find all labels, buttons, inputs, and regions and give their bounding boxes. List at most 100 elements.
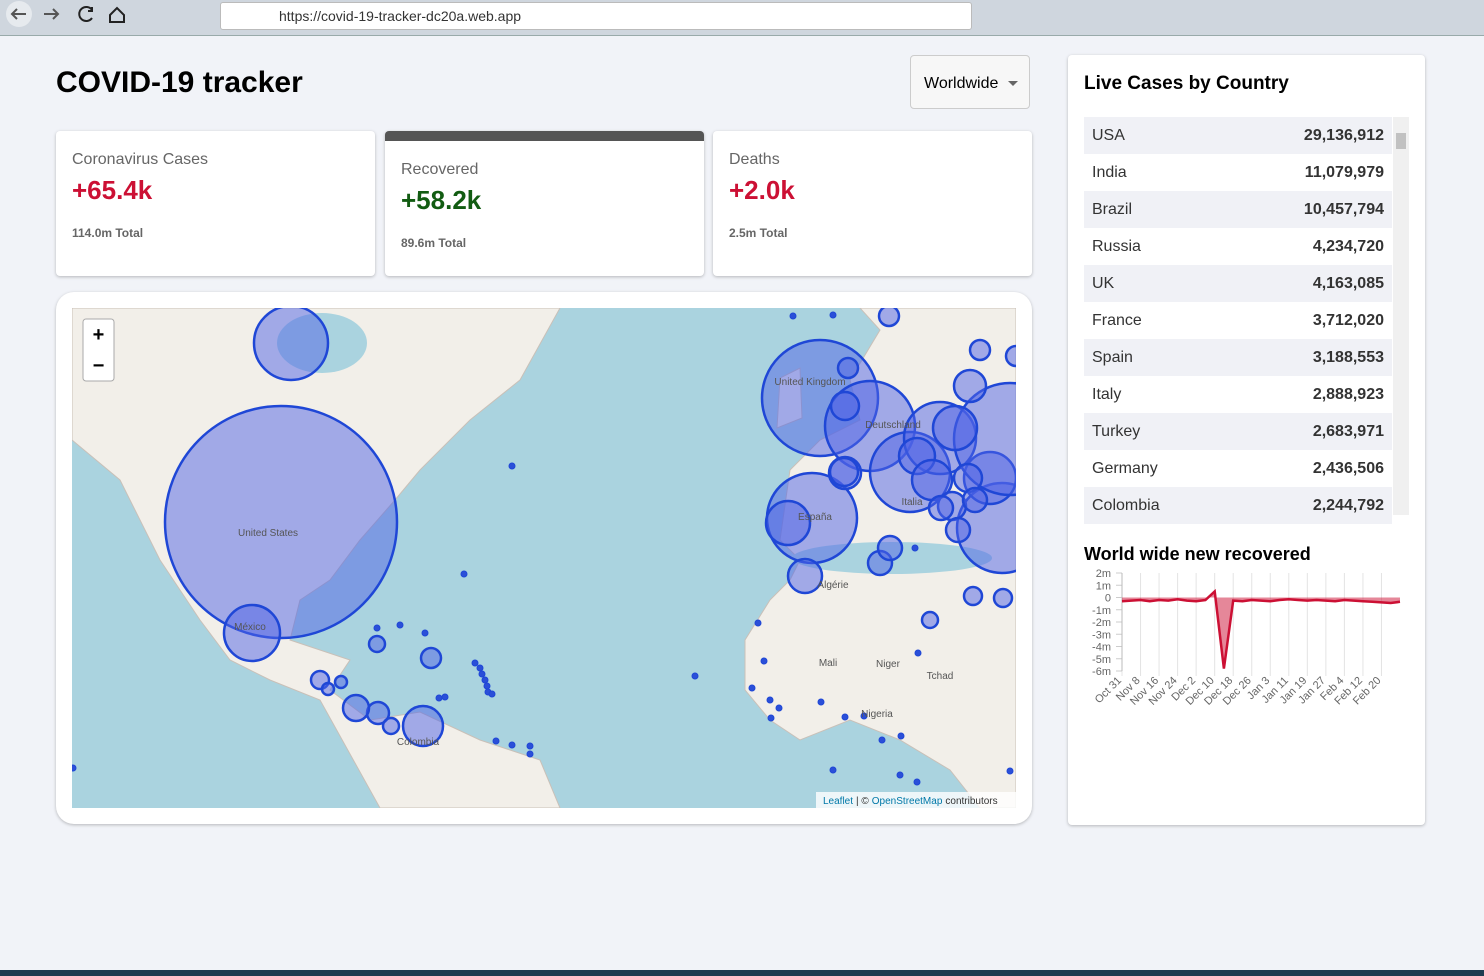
y-tick-label: 0	[1105, 593, 1111, 605]
country-cases: 11,079,979	[1304, 164, 1384, 181]
table-row: Italy 2,888,923	[1084, 376, 1392, 413]
map-label: España	[798, 512, 832, 523]
table-row: UK 4,163,085	[1084, 265, 1392, 302]
y-tick-label: -3m	[1092, 629, 1111, 641]
map-dot	[435, 694, 443, 702]
map-circle	[764, 499, 812, 547]
map-dot	[860, 712, 868, 720]
home-button[interactable]	[109, 6, 125, 23]
map-circle	[381, 716, 401, 736]
map-dot	[817, 698, 825, 706]
scrollbar[interactable]	[1393, 117, 1409, 515]
country-name: Russia	[1092, 238, 1141, 255]
map-circle	[920, 610, 940, 630]
map-circle	[222, 603, 282, 663]
info-box[interactable]	[385, 131, 704, 276]
map-circle	[252, 308, 330, 382]
country-dropdown[interactable]: Worldwide	[910, 55, 1030, 109]
url-bar[interactable]: https://covid-19-tracker-dc20a.web.app	[220, 2, 972, 30]
map-label: Italia	[901, 497, 923, 508]
map-dot	[911, 544, 919, 552]
map-dot	[483, 682, 491, 690]
map-dot	[878, 736, 886, 744]
country-name: UK	[1092, 275, 1115, 292]
zoom-out[interactable]: −	[93, 355, 105, 377]
map-circle	[1004, 344, 1016, 368]
info-box-cases: +2.0k	[729, 175, 795, 205]
info-box[interactable]	[713, 131, 1032, 276]
map-dot	[914, 649, 922, 657]
map-circle	[341, 693, 371, 723]
y-tick-label: 2m	[1096, 568, 1111, 580]
country-name: Italy	[1092, 386, 1122, 403]
browser-chrome: https://covid-19-tracker-dc20a.web.app	[0, 0, 1484, 36]
map-label: United Kingdom	[774, 377, 845, 388]
map-dot	[492, 737, 500, 745]
map-dot	[829, 766, 837, 774]
dropdown-arrow	[1008, 81, 1018, 86]
app-title: COVID-19 tracker	[56, 66, 303, 99]
country-cases: 3,712,020	[1312, 312, 1384, 329]
info-box-title: Coronavirus Cases	[72, 151, 209, 168]
country-cases: 2,436,506	[1312, 460, 1384, 477]
map-circle	[877, 308, 901, 328]
y-tick-label: 1m	[1096, 580, 1111, 592]
map-dot	[508, 462, 516, 470]
map-dot	[396, 621, 404, 629]
leaflet-link[interactable]: Leaflet	[823, 796, 853, 807]
country-name: Brazil	[1092, 201, 1133, 218]
chart-title: World wide new recovered	[1084, 544, 1311, 564]
info-box-cases: +65.4k	[72, 175, 153, 205]
country-cases: 2,888,923	[1312, 386, 1384, 403]
info-box-total: 2.5m Total	[729, 226, 788, 240]
map-circle	[927, 494, 955, 522]
map-dot	[767, 714, 775, 722]
table-row: Germany 2,436,506	[1084, 450, 1392, 487]
forward-button[interactable]	[44, 8, 60, 20]
table-title: Live Cases by Country	[1084, 73, 1289, 94]
map-circle	[320, 681, 336, 697]
country-name: France	[1092, 312, 1142, 329]
map-circle	[367, 634, 387, 654]
zoom-in[interactable]: +	[93, 324, 105, 346]
map-label: Nigeria	[861, 709, 893, 720]
taskbar	[0, 970, 1484, 976]
map-dot	[526, 750, 534, 758]
info-box[interactable]	[56, 131, 375, 276]
map-dot	[72, 764, 77, 772]
country-name: Germany	[1092, 460, 1158, 477]
map-dot	[754, 619, 762, 627]
scroll-thumb[interactable]	[1396, 133, 1406, 149]
map-dot	[841, 713, 849, 721]
country-name: Spain	[1092, 349, 1133, 366]
map-circle	[992, 587, 1014, 609]
map-dot	[691, 672, 699, 680]
info-box-total: 114.0m Total	[72, 226, 144, 240]
map-dot	[488, 690, 496, 698]
map-circle	[931, 404, 979, 452]
map-circle	[163, 404, 399, 640]
map-dot	[789, 312, 797, 320]
country-cases: 4,163,085	[1312, 275, 1384, 292]
map-dot	[476, 664, 484, 672]
map-dot	[760, 657, 768, 665]
info-box-total: 89.6m Total	[401, 236, 467, 250]
line	[1121, 588, 1401, 669]
table-row: India 11,079,979	[1084, 154, 1392, 191]
map-dot	[896, 771, 904, 779]
country-cases: 3,188,553	[1312, 349, 1384, 366]
reload-button[interactable]	[78, 6, 93, 22]
map[interactable]: United States México Colombia United Kingdo…	[72, 308, 1016, 808]
map-circle	[836, 356, 860, 380]
country-name: Colombia	[1092, 497, 1160, 514]
map-circle	[876, 534, 904, 562]
country-cases: 10,457,794	[1303, 201, 1384, 218]
osm-link[interactable]: OpenStreetMap	[872, 796, 943, 807]
map-circle	[968, 338, 992, 362]
y-tick-label: -1m	[1092, 605, 1111, 617]
nav-buttons	[6, 1, 125, 27]
map-dot	[897, 732, 905, 740]
map-circle	[952, 368, 988, 404]
